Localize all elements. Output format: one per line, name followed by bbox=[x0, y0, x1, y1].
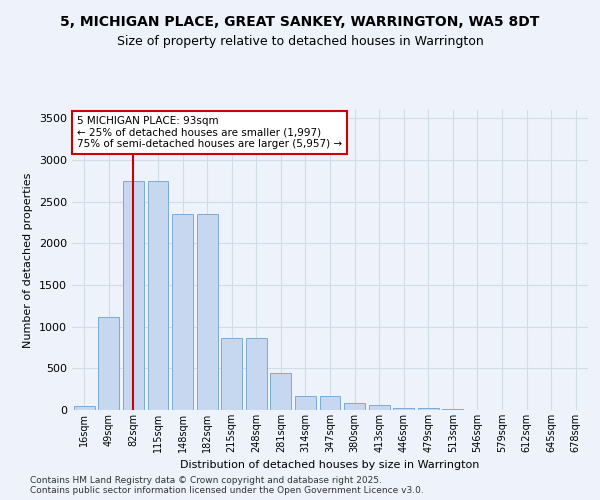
Bar bbox=[344, 403, 365, 410]
Bar bbox=[172, 214, 193, 410]
Bar bbox=[123, 181, 144, 410]
Text: Size of property relative to detached houses in Warrington: Size of property relative to detached ho… bbox=[116, 35, 484, 48]
Text: Contains HM Land Registry data © Crown copyright and database right 2025.
Contai: Contains HM Land Registry data © Crown c… bbox=[30, 476, 424, 495]
Bar bbox=[74, 406, 95, 410]
Bar bbox=[393, 408, 414, 410]
Bar bbox=[320, 396, 340, 410]
Bar bbox=[368, 405, 389, 410]
Text: 5, MICHIGAN PLACE, GREAT SANKEY, WARRINGTON, WA5 8DT: 5, MICHIGAN PLACE, GREAT SANKEY, WARRING… bbox=[61, 15, 539, 29]
Bar bbox=[418, 408, 439, 410]
Bar bbox=[148, 181, 169, 410]
Bar bbox=[442, 409, 463, 410]
Bar bbox=[197, 214, 218, 410]
Bar bbox=[246, 338, 267, 410]
Bar bbox=[221, 338, 242, 410]
Bar bbox=[98, 316, 119, 410]
X-axis label: Distribution of detached houses by size in Warrington: Distribution of detached houses by size … bbox=[181, 460, 479, 470]
Y-axis label: Number of detached properties: Number of detached properties bbox=[23, 172, 34, 348]
Bar bbox=[295, 396, 316, 410]
Bar bbox=[271, 374, 292, 410]
Text: 5 MICHIGAN PLACE: 93sqm
← 25% of detached houses are smaller (1,997)
75% of semi: 5 MICHIGAN PLACE: 93sqm ← 25% of detache… bbox=[77, 116, 342, 149]
